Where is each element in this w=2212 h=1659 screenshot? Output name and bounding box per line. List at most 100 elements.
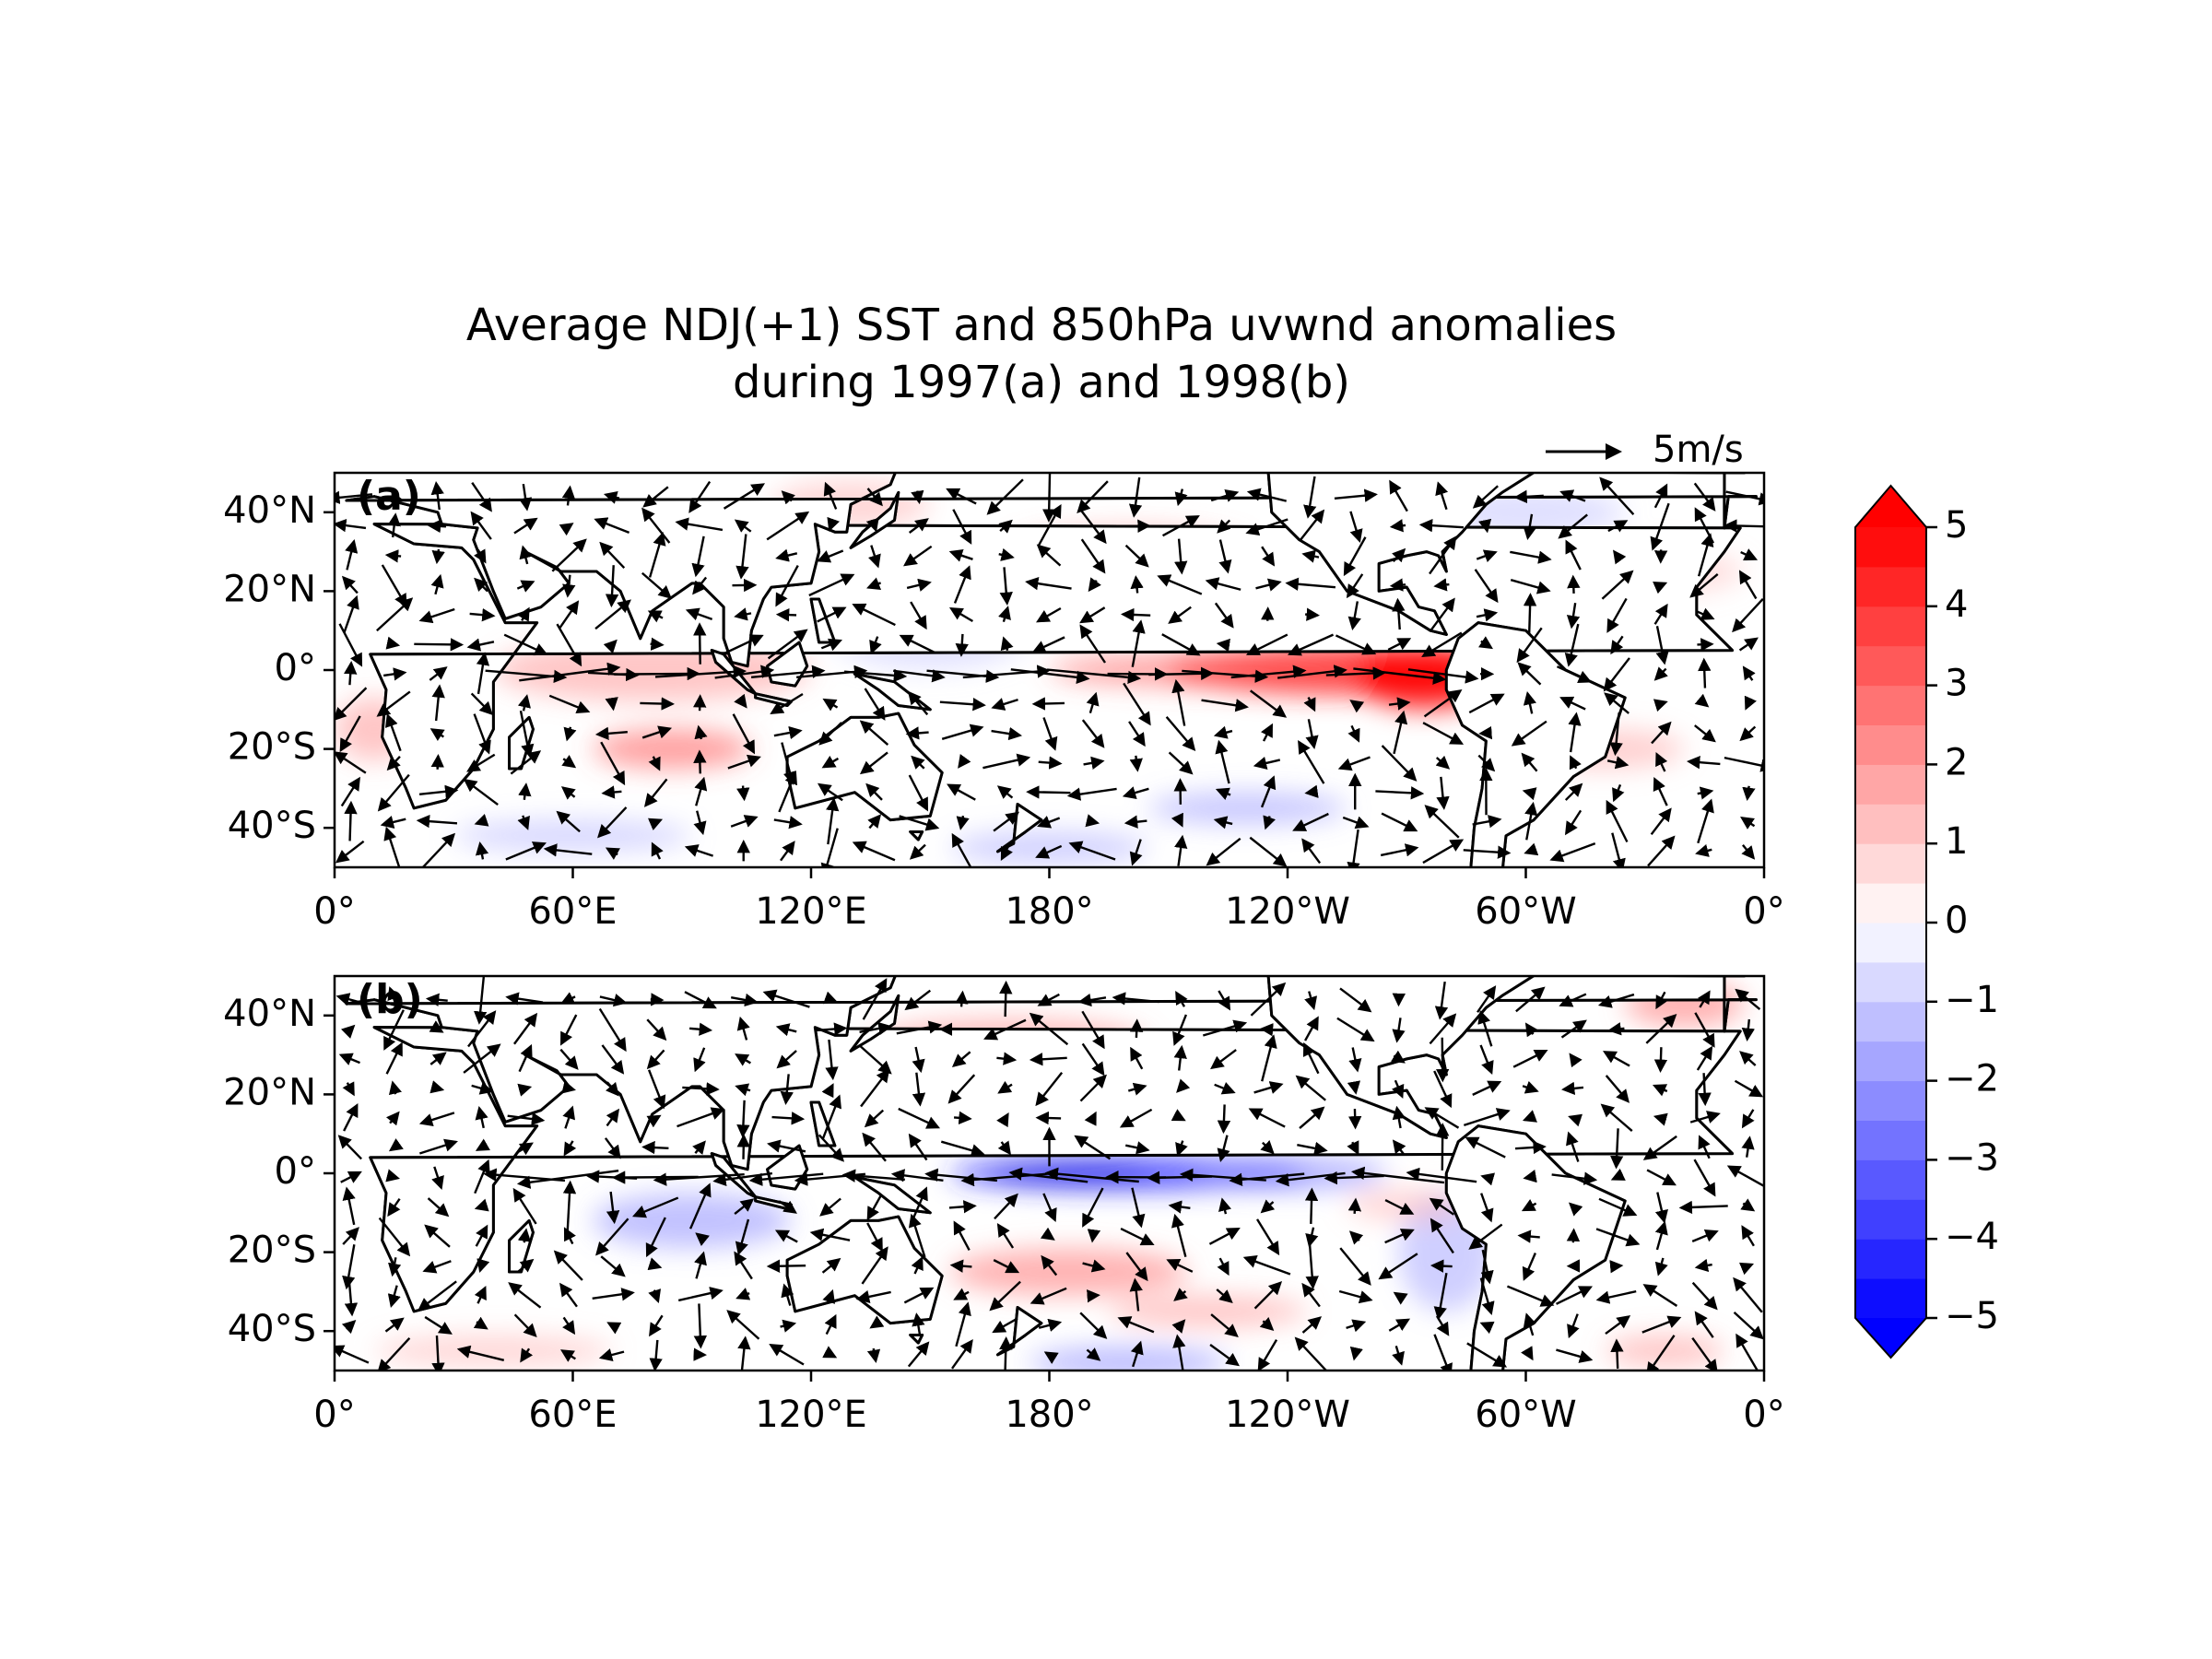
wind-vector xyxy=(474,976,488,1025)
wind-vector xyxy=(1082,1187,1104,1228)
wind-vector xyxy=(388,1257,402,1277)
wind-vector xyxy=(467,1010,497,1048)
wind-vector xyxy=(767,1139,806,1153)
wind-vector xyxy=(646,1114,662,1128)
wind-vector xyxy=(335,993,363,1006)
wind-vector xyxy=(1465,1136,1506,1159)
wind-vector xyxy=(1689,573,1719,598)
wind-vector xyxy=(1653,581,1668,594)
wind-vector xyxy=(1348,1047,1362,1073)
y-tick-label: 20°N xyxy=(223,1071,316,1113)
wind-vector xyxy=(1595,1228,1641,1247)
wind-vector xyxy=(1035,844,1063,859)
y-tick-label: 40°S xyxy=(228,1308,316,1350)
wind-vector xyxy=(519,710,535,759)
wind-vector xyxy=(1217,1104,1231,1135)
wind-vector xyxy=(1694,507,1714,544)
wind-vector xyxy=(781,742,796,785)
wind-vector xyxy=(693,1047,706,1073)
wind-vector xyxy=(643,778,668,807)
wind-vector xyxy=(1297,1141,1328,1155)
wind-vector xyxy=(1229,1172,1305,1187)
wind-vector xyxy=(748,1172,824,1186)
wind-vector xyxy=(953,1220,971,1252)
wind-vector xyxy=(1127,1082,1147,1096)
wind-vector xyxy=(1214,1082,1236,1095)
wind-vector xyxy=(1606,756,1630,770)
colorbar-tick-label: 1 xyxy=(1945,820,1968,863)
wind-vector xyxy=(343,594,359,633)
wind-vector xyxy=(1209,1344,1241,1367)
colorbar-extend-min xyxy=(1855,1318,1926,1358)
wind-vector xyxy=(1521,1199,1537,1212)
wind-vector xyxy=(387,1285,401,1308)
wind-vector xyxy=(1510,550,1552,564)
wind-vector xyxy=(734,519,752,533)
wind-vector xyxy=(1338,1289,1373,1304)
wind-vector xyxy=(996,785,1014,799)
wind-vector xyxy=(1348,1230,1364,1245)
wind-vector xyxy=(862,978,888,1020)
wind-vector xyxy=(425,993,448,1006)
sst-anomaly xyxy=(374,1335,613,1367)
y-tick-label: 20°S xyxy=(228,1230,316,1272)
wind-vector xyxy=(1689,1111,1721,1124)
wind-vector xyxy=(865,782,883,801)
wind-vector xyxy=(1463,845,1512,859)
wind-vector xyxy=(1517,662,1542,686)
wind-vector xyxy=(992,1317,1018,1334)
wind-vector xyxy=(470,511,492,540)
wind-vector xyxy=(823,991,839,1005)
wind-vector xyxy=(688,1182,712,1230)
wind-vector xyxy=(940,1140,985,1158)
wind-vector xyxy=(817,782,843,802)
wind-vector xyxy=(340,1171,362,1183)
colorbar-band xyxy=(1855,883,1926,924)
x-tick-label: 0° xyxy=(1743,890,1784,933)
wind-vector xyxy=(1213,816,1233,830)
wind-vector xyxy=(1551,1171,1598,1185)
wind-vector xyxy=(684,991,717,1009)
wind-vector xyxy=(1463,1108,1511,1126)
wind-vector xyxy=(993,1259,1020,1274)
wind-vector xyxy=(338,623,363,667)
wind-vector xyxy=(827,516,840,532)
wind-vector xyxy=(1125,1252,1148,1282)
wind-vector xyxy=(1041,1254,1058,1277)
wind-vector xyxy=(1208,1228,1241,1245)
wind-vector xyxy=(821,1094,841,1140)
wind-vector xyxy=(1342,816,1370,830)
wind-vector xyxy=(606,1081,619,1097)
wind-vector xyxy=(734,693,747,709)
wind-vector xyxy=(860,1068,890,1108)
wind-vector xyxy=(1336,1017,1375,1042)
wind-vector xyxy=(865,517,879,533)
y-tick-label: 20°S xyxy=(228,726,316,769)
wind-vector xyxy=(1424,805,1460,839)
wind-vector xyxy=(1418,518,1464,533)
wind-vector xyxy=(1435,481,1449,511)
wind-vector xyxy=(1698,657,1712,688)
wind-vector xyxy=(1655,626,1669,665)
wind-vector xyxy=(998,519,1013,534)
wind-vector xyxy=(337,1135,362,1160)
wind-vector xyxy=(896,1020,943,1035)
wind-vector xyxy=(601,1044,625,1075)
wind-vector xyxy=(1556,1348,1594,1363)
wind-vector xyxy=(647,818,664,831)
colorbar-tick-label: −3 xyxy=(1945,1136,1999,1179)
wind-vector xyxy=(1523,691,1537,714)
wind-vector xyxy=(910,601,927,630)
wind-vector xyxy=(1253,1081,1284,1094)
wind-vector xyxy=(559,523,574,536)
panel-label: (b) xyxy=(357,976,423,1023)
wind-vector xyxy=(688,480,712,513)
wind-vector xyxy=(866,1347,881,1364)
wind-vector xyxy=(466,638,495,652)
wind-vector xyxy=(1335,634,1377,655)
wind-vector xyxy=(730,993,759,1007)
wind-vector xyxy=(344,661,358,686)
wind-vector xyxy=(1733,1311,1764,1340)
wind-vector xyxy=(342,1081,355,1097)
